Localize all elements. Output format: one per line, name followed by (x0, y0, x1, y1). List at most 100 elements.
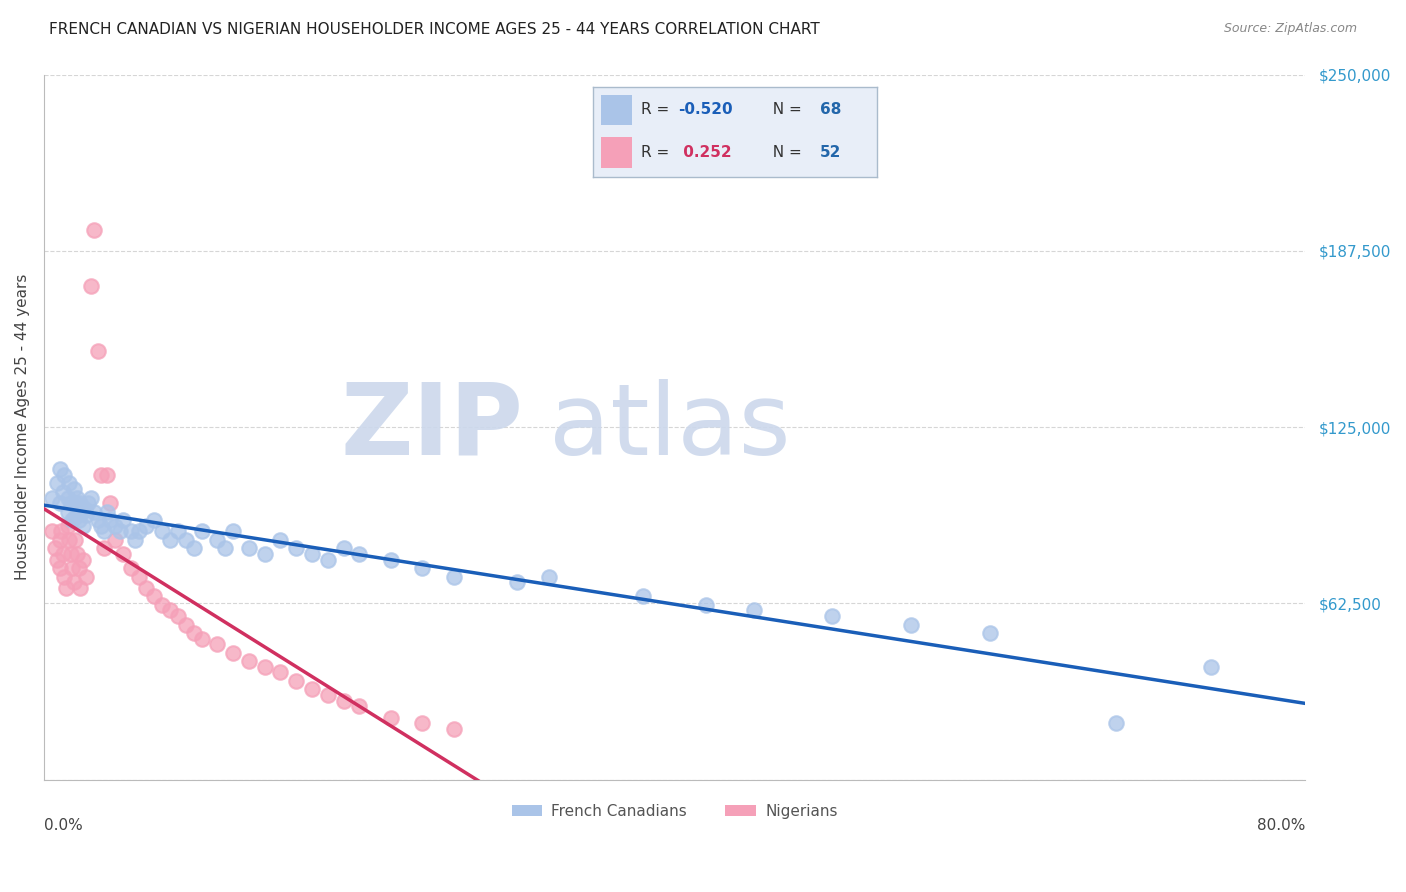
Text: FRENCH CANADIAN VS NIGERIAN HOUSEHOLDER INCOME AGES 25 - 44 YEARS CORRELATION CH: FRENCH CANADIAN VS NIGERIAN HOUSEHOLDER … (49, 22, 820, 37)
Point (411, 561, 433, 575)
Point (86, 343, 108, 358)
Point (159, 533, 181, 547)
Point (316, 552, 339, 566)
Point (77, 496, 100, 510)
Point (53, 569, 76, 583)
Point (411, 716, 433, 731)
Point (253, 547, 276, 561)
Point (65, 533, 87, 547)
Point (316, 688, 339, 702)
Point (222, 646, 245, 660)
Point (443, 722, 465, 736)
Point (238, 541, 260, 556)
Point (83, 505, 105, 519)
Point (75, 569, 97, 583)
Point (380, 710, 402, 724)
Point (69, 581, 91, 595)
Point (190, 632, 212, 646)
Point (83, 222, 105, 236)
Point (128, 524, 150, 539)
Point (174, 617, 197, 632)
Point (183, 541, 205, 556)
Point (80, 491, 103, 505)
Point (60, 513, 83, 527)
Point (135, 518, 157, 533)
Text: 80.0%: 80.0% (1257, 818, 1305, 833)
Point (120, 524, 142, 539)
Point (41, 491, 63, 505)
Point (150, 598, 173, 612)
Point (135, 581, 157, 595)
Point (48, 462, 70, 476)
Point (695, 598, 717, 612)
Point (56, 518, 79, 533)
Point (41, 524, 63, 539)
Point (128, 569, 150, 583)
Point (73, 501, 96, 516)
Point (183, 626, 205, 640)
Point (253, 660, 276, 674)
Point (821, 609, 844, 624)
Point (52, 485, 75, 500)
Point (65, 496, 87, 510)
Point (80, 279, 103, 293)
Point (301, 547, 323, 561)
Point (96, 468, 118, 483)
Point (70, 505, 93, 519)
Point (52, 547, 75, 561)
Point (214, 541, 236, 556)
Point (60, 561, 83, 575)
Point (72, 518, 94, 533)
Point (53, 468, 76, 483)
Point (269, 533, 291, 547)
Point (93, 524, 115, 539)
Point (108, 524, 131, 539)
Text: 0.0%: 0.0% (44, 818, 83, 833)
Point (56, 505, 79, 519)
Point (207, 637, 229, 651)
Point (48, 561, 70, 575)
Point (48, 496, 70, 510)
Point (167, 609, 190, 624)
Point (44, 541, 66, 556)
Point (67, 501, 90, 516)
Point (332, 541, 354, 556)
Point (45, 552, 67, 566)
Point (48, 533, 70, 547)
Point (72, 552, 94, 566)
Y-axis label: Householder Income Ages 25 - 44 years: Householder Income Ages 25 - 44 years (15, 274, 30, 581)
Text: atlas: atlas (548, 378, 790, 475)
Point (1199, 660, 1222, 674)
Point (59, 547, 82, 561)
Point (90, 518, 112, 533)
Point (51, 524, 73, 539)
Point (55, 581, 77, 595)
Point (124, 533, 146, 547)
Point (59, 496, 82, 510)
Point (111, 547, 134, 561)
Point (58, 476, 80, 491)
Point (67, 513, 90, 527)
Point (380, 552, 402, 566)
Point (443, 569, 465, 583)
Point (1105, 716, 1128, 731)
Point (631, 589, 654, 603)
Text: Source: ZipAtlas.com: Source: ZipAtlas.com (1223, 22, 1357, 36)
Legend: French Canadians, Nigerians: French Canadians, Nigerians (506, 797, 844, 825)
Point (66, 491, 89, 505)
Point (207, 533, 229, 547)
Point (742, 603, 765, 617)
Point (104, 533, 127, 547)
Point (90, 468, 112, 483)
Point (86, 513, 108, 527)
Point (120, 561, 142, 575)
Point (979, 626, 1001, 640)
Point (143, 513, 166, 527)
Point (45, 476, 67, 491)
Point (285, 673, 308, 688)
Point (269, 665, 291, 680)
Point (104, 518, 127, 533)
Point (143, 589, 166, 603)
Point (66, 547, 89, 561)
Point (111, 513, 134, 527)
